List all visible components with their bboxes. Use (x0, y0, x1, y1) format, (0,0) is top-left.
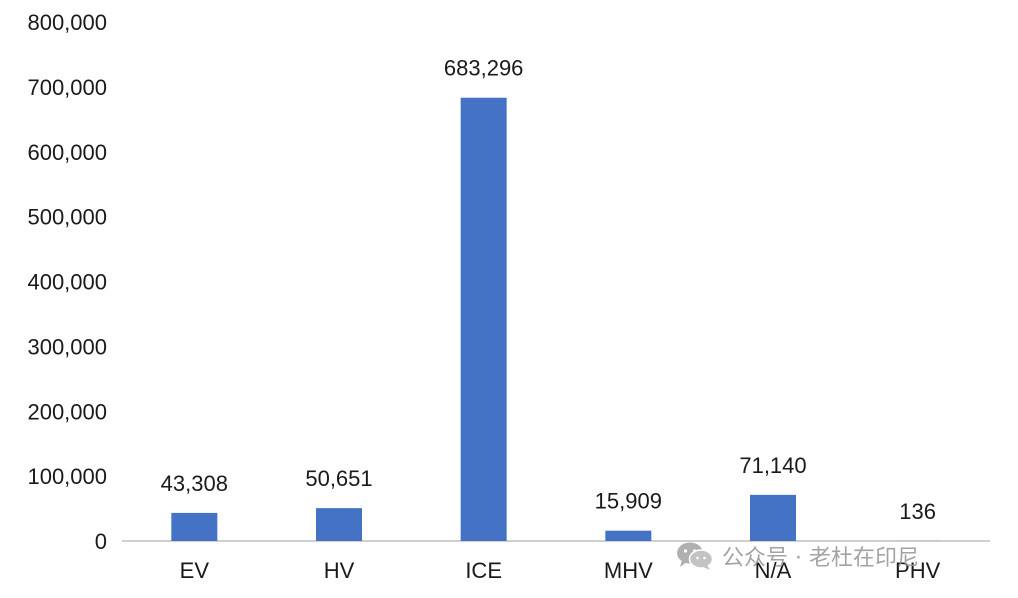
x-axis-category-labels: EV HV ICE MHV N/A PHV (180, 558, 941, 583)
y-tick-label: 100,000 (27, 464, 107, 489)
x-tick-label: EV (180, 558, 210, 583)
y-tick-label: 800,000 (27, 10, 107, 35)
bar-n-a (750, 494, 796, 541)
data-label: 71,140 (739, 453, 806, 478)
data-label: 50,651 (305, 466, 372, 491)
data-label: 683,296 (444, 56, 524, 81)
watermark: 公众号 · 老杜在印尼 (676, 538, 919, 574)
x-tick-label: HV (324, 558, 355, 583)
x-tick-label: ICE (465, 558, 502, 583)
bars (171, 97, 941, 541)
y-tick-label: 300,000 (27, 334, 107, 359)
data-label: 43,308 (161, 471, 228, 496)
wechat-icon (677, 542, 714, 570)
bar-hv (316, 508, 362, 541)
x-tick-label: N/A (755, 558, 792, 583)
data-labels: 43,308 50,651 683,296 15,909 71,140 136 (161, 56, 936, 524)
x-tick-label: PHV (895, 558, 941, 583)
y-tick-label: 600,000 (27, 140, 107, 165)
x-tick-label: MHV (604, 558, 653, 583)
bar-ev (171, 512, 218, 541)
data-label: 15,909 (595, 489, 662, 514)
watermark-text: 公众号 · 老杜在印尼 (722, 546, 919, 571)
y-tick-label: 400,000 (27, 270, 107, 295)
y-tick-label: 200,000 (27, 399, 107, 424)
data-label: 136 (899, 499, 936, 524)
y-tick-label: 0 (95, 529, 107, 554)
bar-mhv (605, 530, 652, 541)
bar-ice (460, 97, 507, 541)
y-tick-label: 700,000 (27, 75, 107, 100)
y-axis-ticks: 0 100,000 200,000 300,000 400,000 500,000 600,… (27, 10, 107, 554)
y-tick-label: 500,000 (27, 205, 107, 230)
